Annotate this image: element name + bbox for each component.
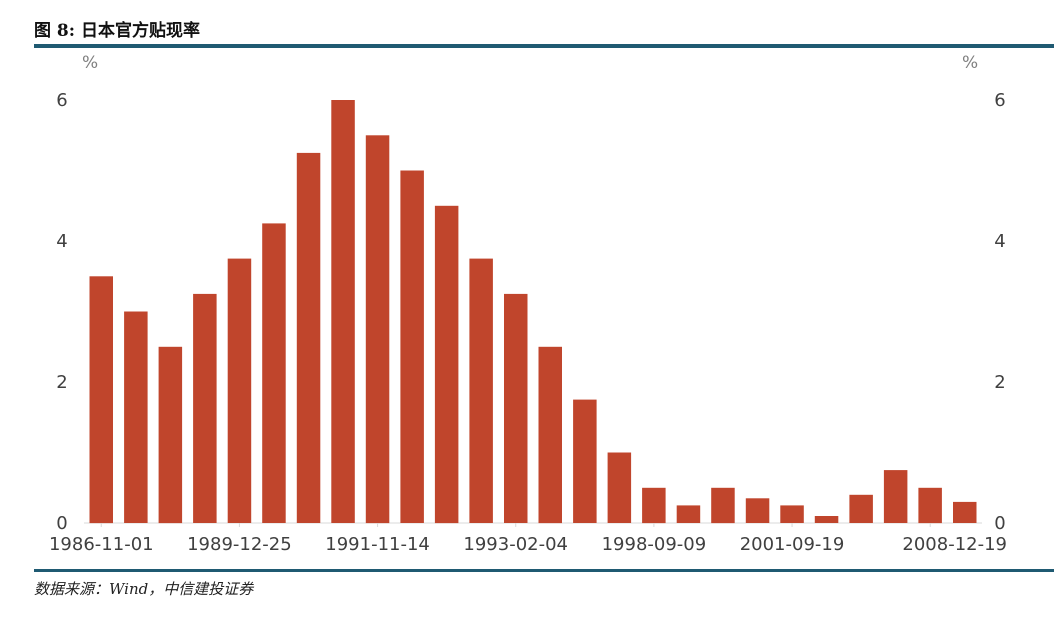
y-tick-label-right: 6: [994, 90, 1005, 111]
x-tick-label: 1993-02-04: [463, 534, 568, 555]
footer-rule: [34, 569, 1054, 572]
bar: [262, 223, 286, 523]
bar: [711, 487, 735, 524]
figure-title: 图 8: 日本官方贴现率: [34, 21, 200, 41]
right-axis-unit: %: [962, 53, 978, 73]
bar: [918, 487, 942, 524]
bar: [365, 135, 390, 524]
bar: [400, 170, 424, 523]
x-tick-label: 2008-12-19: [902, 534, 1007, 555]
y-tick-label-right: 4: [994, 231, 1005, 252]
bar: [573, 399, 597, 523]
bar: [158, 346, 183, 524]
bar: [434, 205, 459, 524]
bar: [89, 276, 113, 524]
bar: [642, 487, 666, 524]
y-tick-label-right: 2: [994, 372, 1005, 393]
bar: [953, 501, 977, 523]
bar: [124, 311, 148, 523]
bar: [607, 452, 632, 523]
bar: [296, 152, 321, 523]
y-tick-label-right: 0: [994, 513, 1005, 534]
bar: [227, 258, 252, 523]
y-tick-label-left: 2: [56, 372, 67, 393]
left-axis-unit: %: [82, 53, 98, 73]
bar: [745, 498, 770, 523]
bar: [504, 293, 528, 523]
x-tick-label: 1989-12-25: [187, 534, 292, 555]
x-tick-label: 1986-11-01: [49, 534, 154, 555]
bar: [193, 293, 217, 523]
source-note: 数据来源：Wind，中信建投证券: [34, 580, 254, 598]
bar: [676, 505, 701, 523]
bar: [814, 516, 839, 523]
x-tick-label: 1991-11-14: [325, 534, 430, 555]
bar: [469, 258, 493, 523]
x-tick-label: 1998-09-09: [602, 534, 707, 555]
bar: [780, 505, 804, 523]
header-rule: [34, 44, 1054, 48]
bar: [883, 470, 908, 523]
bar: [331, 100, 355, 523]
x-tick-label: 2001-09-19: [740, 534, 845, 555]
y-tick-label-left: 0: [56, 513, 67, 534]
bar-chart: % % 0 2 4 6 0 2 4 6 1986-11-01 1989-12-25 1991-1…: [49, 53, 1007, 555]
bar: [538, 346, 562, 524]
y-tick-label-left: 6: [56, 90, 67, 111]
bar: [849, 494, 873, 523]
y-tick-label-left: 4: [56, 231, 67, 252]
